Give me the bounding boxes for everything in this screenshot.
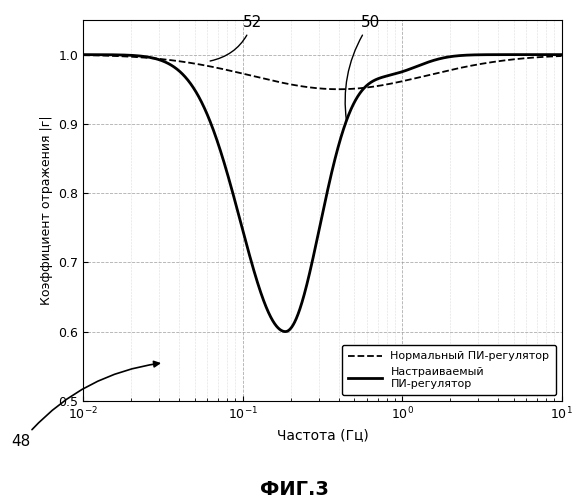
Нормальный ПИ-регулятор bbox=[80, 52, 87, 58]
Настраиваемый
ПИ-регулятор bbox=[497, 52, 505, 58]
Настраиваемый
ПИ-регулятор bbox=[282, 328, 289, 334]
Настраиваемый
ПИ-регулятор bbox=[263, 306, 270, 312]
Настраиваемый
ПИ-регулятор bbox=[284, 328, 291, 334]
Нормальный ПИ-регулятор bbox=[284, 81, 291, 87]
Нормальный ПИ-регулятор bbox=[497, 58, 505, 64]
Text: 52: 52 bbox=[210, 15, 262, 61]
Text: 48: 48 bbox=[12, 362, 159, 450]
Text: 50: 50 bbox=[345, 15, 380, 121]
Настраиваемый
ПИ-регулятор bbox=[163, 60, 170, 66]
Y-axis label: Коэффициент отражения |г|: Коэффициент отражения |г| bbox=[40, 116, 53, 305]
Нормальный ПИ-регулятор bbox=[549, 54, 556, 60]
Line: Настраиваемый
ПИ-регулятор: Настраиваемый ПИ-регулятор bbox=[83, 54, 562, 332]
Line: Нормальный ПИ-регулятор: Нормальный ПИ-регулятор bbox=[83, 55, 562, 89]
Нормальный ПИ-регулятор bbox=[135, 54, 142, 60]
Настраиваемый
ПИ-регулятор bbox=[549, 52, 556, 58]
Text: ФИГ.3: ФИГ.3 bbox=[259, 480, 329, 499]
Нормальный ПИ-регулятор bbox=[558, 53, 565, 59]
Настраиваемый
ПИ-регулятор bbox=[80, 52, 87, 58]
Нормальный ПИ-регулятор bbox=[263, 76, 270, 82]
Настраиваемый
ПИ-регулятор bbox=[135, 53, 142, 59]
Нормальный ПИ-регулятор bbox=[163, 56, 170, 62]
Legend: Нормальный ПИ-регулятор, Настраиваемый
ПИ-регулятор: Нормальный ПИ-регулятор, Настраиваемый П… bbox=[342, 345, 556, 395]
Настраиваемый
ПИ-регулятор bbox=[558, 52, 565, 58]
X-axis label: Частота (Гц): Частота (Гц) bbox=[276, 428, 368, 442]
Нормальный ПИ-регулятор bbox=[335, 86, 342, 92]
